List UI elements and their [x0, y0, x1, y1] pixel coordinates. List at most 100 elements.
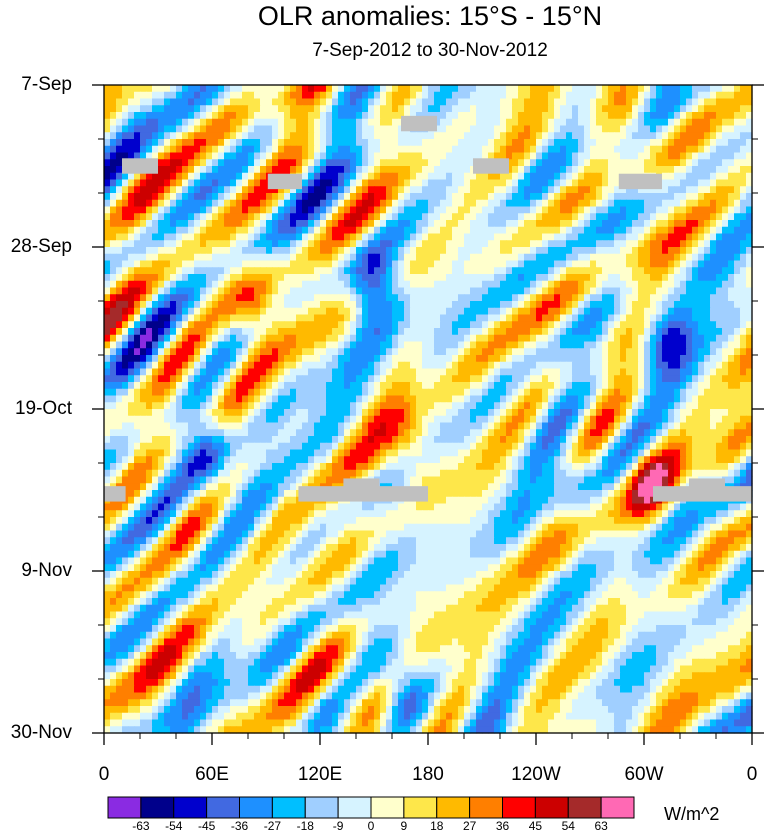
- heatmap-cell: [200, 240, 207, 248]
- heatmap-cell: [254, 220, 261, 228]
- heatmap-cell: [164, 125, 171, 133]
- heatmap-cell: [698, 105, 705, 113]
- heatmap-cell: [644, 382, 651, 390]
- heatmap-cell: [530, 220, 537, 228]
- heatmap-cell: [146, 179, 153, 187]
- heatmap-cell: [632, 260, 639, 268]
- heatmap-cell: [290, 199, 297, 208]
- heatmap-cell: [140, 193, 147, 201]
- heatmap-cell: [338, 233, 345, 241]
- heatmap-cell: [650, 125, 657, 133]
- heatmap-cell: [542, 125, 549, 133]
- heatmap-cell: [392, 247, 399, 255]
- heatmap-cell: [146, 132, 153, 140]
- heatmap-cell: [596, 220, 603, 228]
- heatmap-cell: [386, 91, 393, 100]
- heatmap-cell: [542, 85, 549, 93]
- heatmap-cell: [272, 307, 279, 316]
- heatmap-cell: [284, 382, 291, 390]
- heatmap-cell: [176, 260, 183, 268]
- heatmap-cell: [410, 287, 417, 295]
- heatmap-cell: [230, 382, 237, 390]
- heatmap-cell: [434, 355, 441, 363]
- heatmap-cell: [704, 382, 711, 390]
- heatmap-cell: [698, 193, 705, 201]
- heatmap-cell: [728, 328, 735, 336]
- heatmap-cell: [392, 240, 399, 248]
- heatmap-cell: [110, 193, 117, 201]
- heatmap-cell: [140, 280, 147, 289]
- heatmap-cell: [458, 334, 465, 343]
- heatmap-cell: [116, 98, 123, 106]
- heatmap-cell: [350, 280, 357, 289]
- heatmap-cell: [152, 85, 159, 93]
- heatmap-cell: [560, 105, 567, 113]
- heatmap-cell: [368, 361, 375, 370]
- heatmap-cell: [596, 105, 603, 113]
- heatmap-cell: [398, 166, 405, 174]
- heatmap-cell: [500, 199, 507, 208]
- heatmap-cell: [488, 388, 495, 397]
- heatmap-cell: [302, 307, 309, 316]
- heatmap-cell: [722, 206, 729, 214]
- heatmap-cell: [656, 132, 663, 140]
- heatmap-cell: [116, 91, 123, 100]
- heatmap-cell: [608, 85, 615, 93]
- heatmap-cell: [734, 233, 741, 241]
- heatmap-cell: [146, 118, 153, 127]
- heatmap-cell: [566, 186, 573, 194]
- heatmap-cell: [494, 186, 501, 194]
- heatmap-cell: [488, 274, 495, 282]
- heatmap-cell: [392, 118, 399, 127]
- heatmap-cell: [710, 85, 717, 93]
- heatmap-cell: [626, 139, 633, 147]
- heatmap-cell: [554, 314, 561, 322]
- heatmap-cell: [116, 328, 123, 336]
- heatmap-cell: [116, 125, 123, 133]
- heatmap-cell: [422, 253, 429, 262]
- heatmap-cell: [662, 348, 669, 356]
- heatmap-cell: [554, 152, 561, 160]
- heatmap-cell: [182, 91, 189, 100]
- heatmap-cell: [212, 91, 219, 100]
- heatmap-cell: [530, 105, 537, 113]
- heatmap-cell: [206, 388, 213, 397]
- heatmap-cell: [626, 307, 633, 316]
- heatmap-cell: [464, 199, 471, 208]
- heatmap-cell: [272, 260, 279, 268]
- heatmap-cell: [368, 253, 375, 262]
- heatmap-cell: [608, 98, 615, 106]
- heatmap-cell: [710, 98, 717, 106]
- heatmap-cell: [248, 139, 255, 147]
- heatmap-cell: [194, 199, 201, 208]
- heatmap-cell: [122, 382, 129, 390]
- heatmap-cell: [266, 199, 273, 208]
- heatmap-cell: [422, 213, 429, 221]
- heatmap-cell: [566, 375, 573, 383]
- heatmap-cell: [422, 334, 429, 343]
- heatmap-cell: [314, 172, 321, 181]
- heatmap-cell: [464, 314, 471, 322]
- heatmap-cell: [122, 193, 129, 201]
- heatmap-cell: [476, 260, 483, 268]
- heatmap-cell: [746, 375, 753, 383]
- heatmap-cell: [152, 98, 159, 106]
- heatmap-cell: [674, 382, 681, 390]
- heatmap-cell: [482, 152, 489, 160]
- heatmap-cell: [290, 112, 297, 120]
- heatmap-cell: [620, 220, 627, 228]
- heatmap-cell: [386, 132, 393, 140]
- heatmap-cell: [104, 145, 111, 154]
- heatmap-cell: [668, 280, 675, 289]
- heatmap-cell: [692, 274, 699, 282]
- heatmap-cell: [374, 145, 381, 154]
- heatmap-cell: [326, 132, 333, 140]
- heatmap-cell: [134, 206, 141, 214]
- heatmap-cell: [584, 240, 591, 248]
- heatmap-cell: [368, 348, 375, 356]
- heatmap-cell: [356, 355, 363, 363]
- heatmap-cell: [158, 159, 165, 167]
- heatmap-cell: [290, 118, 297, 127]
- heatmap-cell: [278, 267, 285, 275]
- heatmap-cell: [176, 213, 183, 221]
